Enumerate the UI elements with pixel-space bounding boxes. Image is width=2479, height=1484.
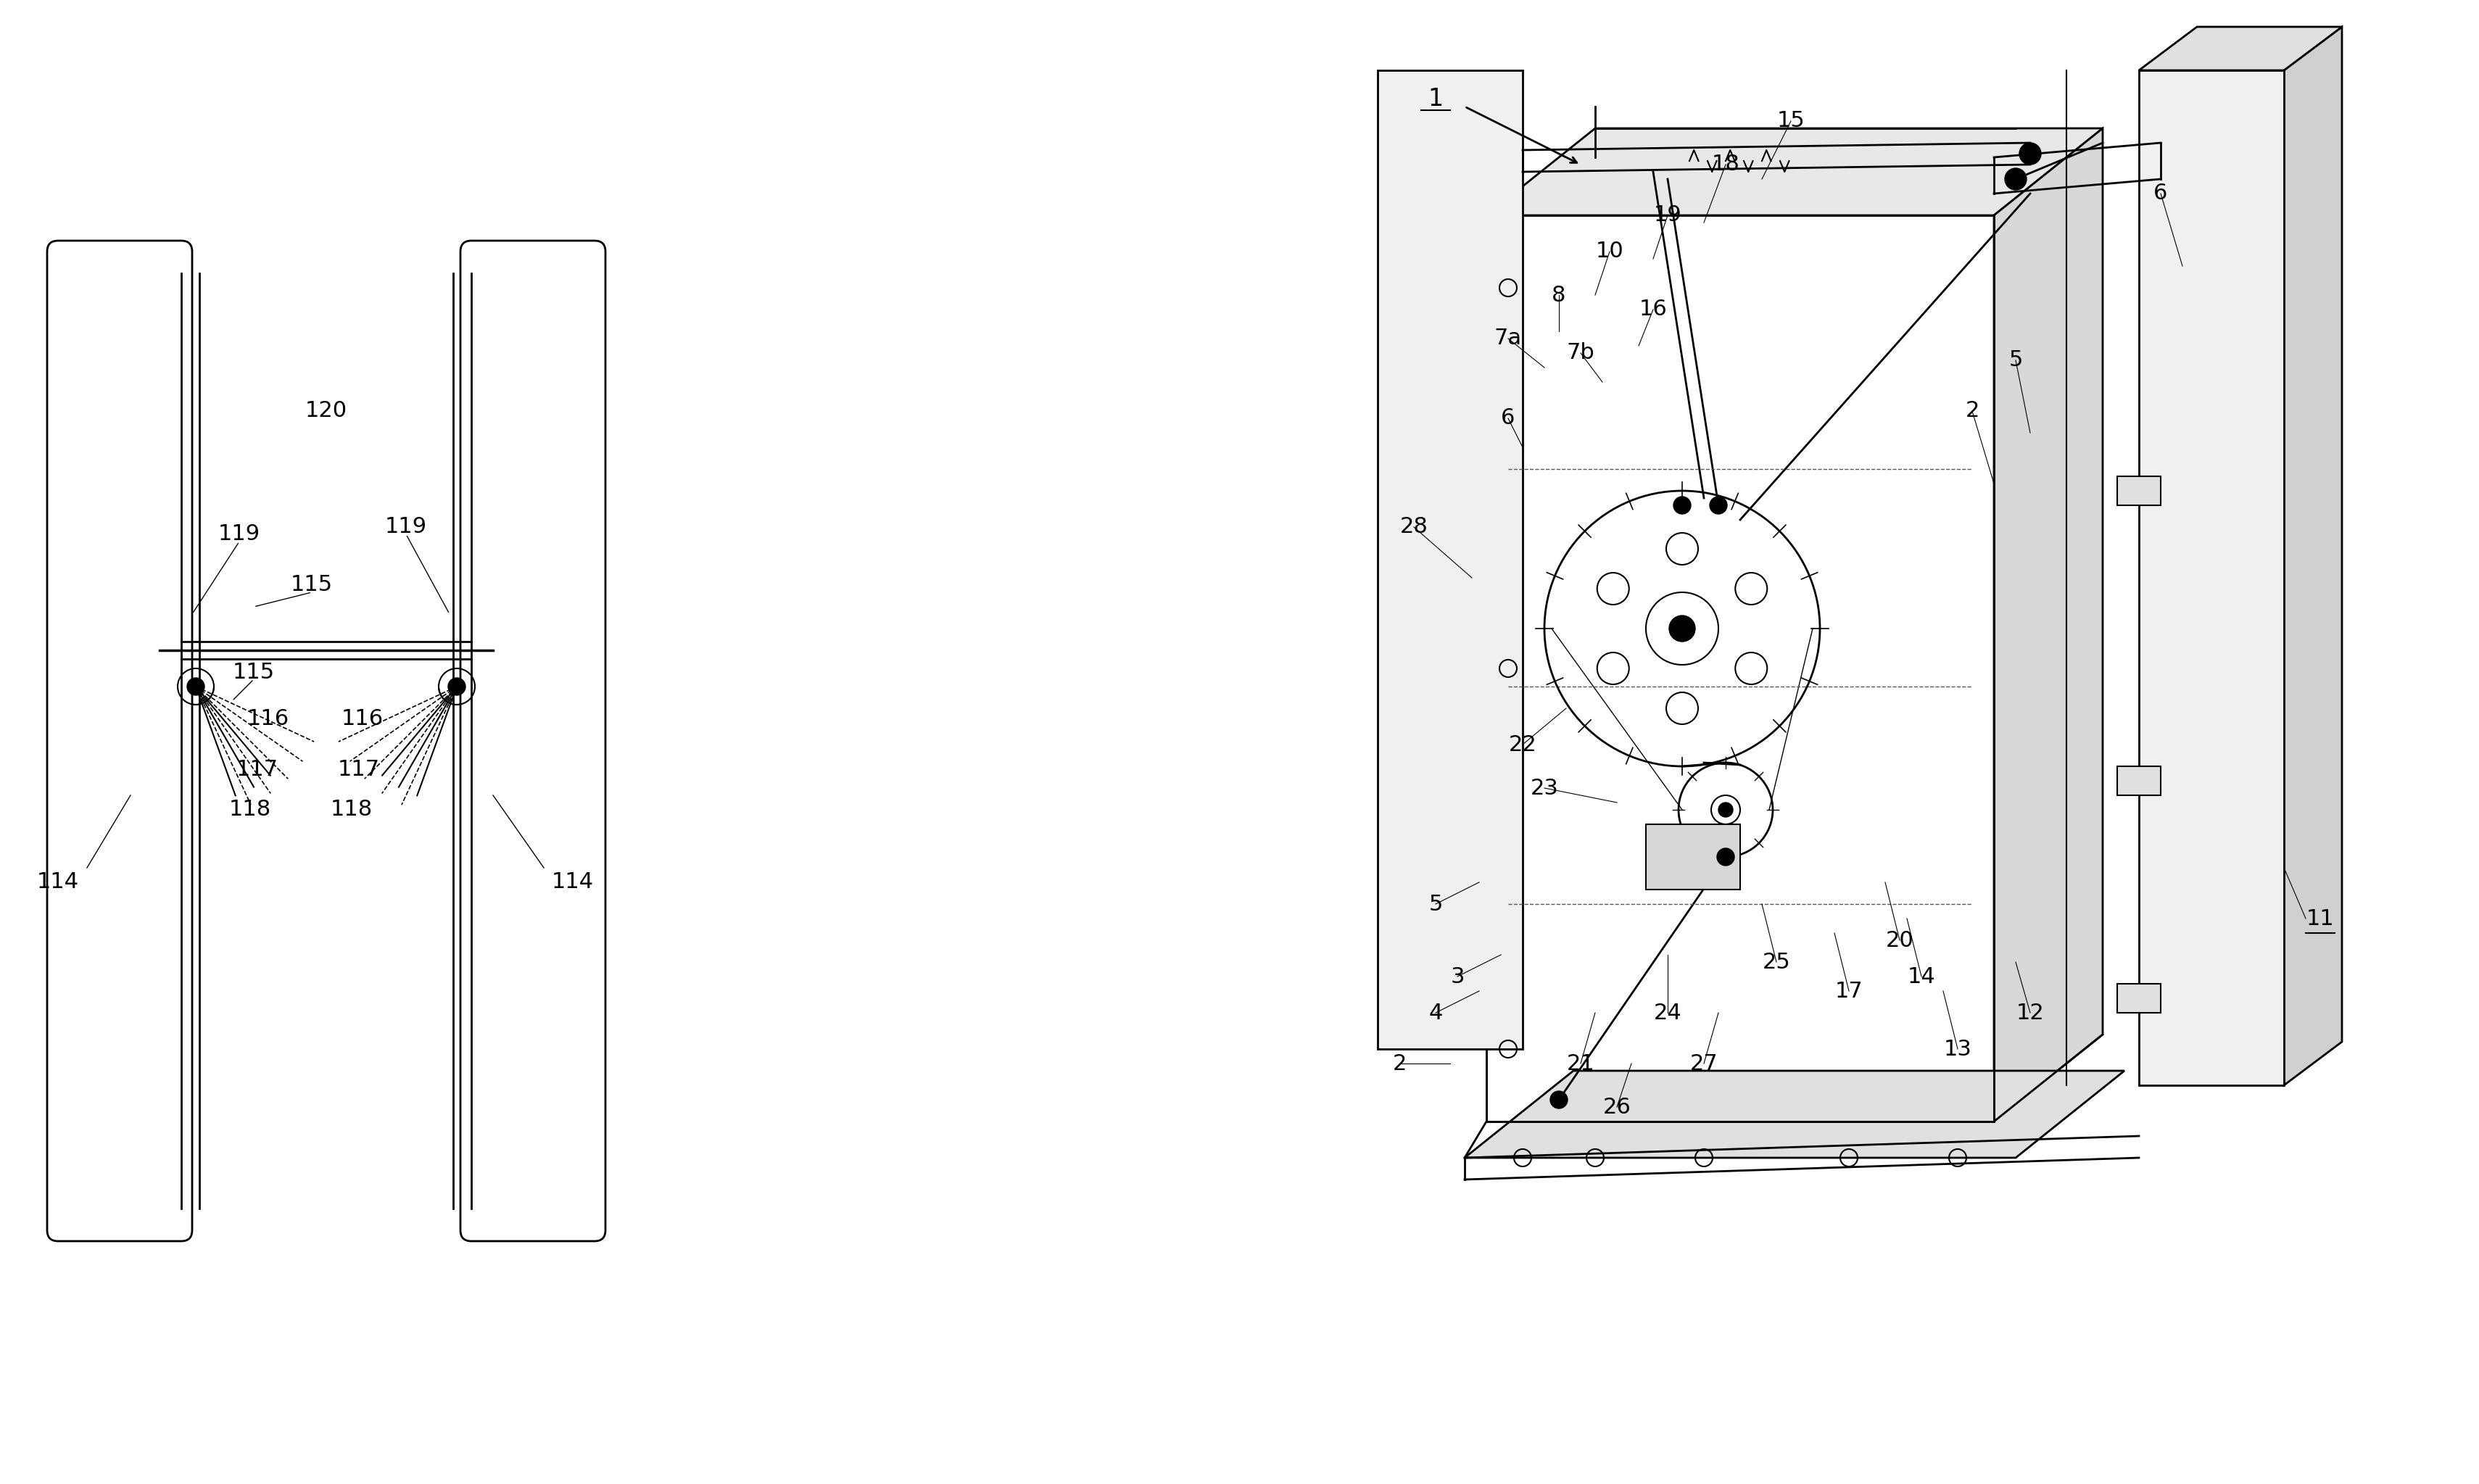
Text: 115: 115	[233, 662, 275, 683]
Text: 114: 114	[553, 871, 595, 893]
Bar	[2139, 70, 2283, 1085]
Bar	[2117, 766, 2162, 795]
Text: 18: 18	[1711, 154, 1740, 175]
Text: 120: 120	[305, 401, 347, 421]
Circle shape	[1668, 616, 1696, 641]
Text: 1: 1	[1428, 88, 1443, 111]
Text: 21: 21	[1567, 1054, 1594, 1074]
Text: 117: 117	[337, 760, 379, 781]
Circle shape	[1711, 497, 1728, 513]
Text: 8: 8	[1552, 285, 1567, 306]
Text: 2: 2	[1393, 1054, 1406, 1074]
Bar	[1487, 215, 1993, 1122]
Circle shape	[1549, 1091, 1567, 1109]
Text: 4: 4	[1428, 1002, 1443, 1024]
Bar	[2117, 984, 2162, 1012]
Text: 118: 118	[228, 800, 270, 821]
Polygon shape	[1465, 1071, 2125, 1158]
Bar	[1646, 824, 1740, 889]
Polygon shape	[1487, 128, 2102, 215]
Text: 3: 3	[1450, 966, 1465, 987]
Text: 24: 24	[1653, 1002, 1681, 1024]
Text: 5: 5	[2008, 350, 2023, 371]
FancyBboxPatch shape	[461, 240, 605, 1241]
Text: 26: 26	[1604, 1097, 1631, 1117]
Text: 7b: 7b	[1567, 343, 1594, 364]
Text: 19: 19	[1653, 205, 1681, 226]
Circle shape	[186, 678, 203, 695]
Circle shape	[1673, 497, 1691, 513]
Text: 22: 22	[1510, 735, 1537, 755]
Text: 28: 28	[1401, 516, 1428, 537]
Text: 116: 116	[342, 709, 384, 730]
Text: 13: 13	[1944, 1039, 1971, 1060]
Text: 23: 23	[1530, 778, 1559, 798]
Text: 119: 119	[384, 516, 426, 537]
Circle shape	[1718, 849, 1735, 865]
Text: 119: 119	[218, 524, 260, 545]
Text: 114: 114	[37, 871, 79, 893]
Text: 7a: 7a	[1495, 328, 1522, 349]
Text: 6: 6	[1502, 408, 1515, 429]
Text: 20: 20	[1887, 930, 1914, 951]
Circle shape	[2020, 142, 2040, 165]
Polygon shape	[2283, 27, 2343, 1085]
Text: 12: 12	[2015, 1002, 2045, 1024]
Circle shape	[2006, 168, 2025, 190]
Text: 15: 15	[1777, 110, 1805, 132]
Bar	[1378, 70, 1522, 1049]
Bar	[2117, 476, 2162, 505]
Text: 117: 117	[236, 760, 278, 781]
Text: 118: 118	[330, 800, 372, 821]
Text: 16: 16	[1639, 300, 1668, 321]
Text: 115: 115	[290, 574, 332, 595]
Text: 116: 116	[248, 709, 290, 730]
Text: 14: 14	[1906, 966, 1936, 987]
Text: 10: 10	[1596, 240, 1624, 263]
Circle shape	[1718, 803, 1733, 818]
Text: 27: 27	[1691, 1054, 1718, 1074]
Polygon shape	[1993, 128, 2102, 1122]
FancyBboxPatch shape	[47, 240, 193, 1241]
Polygon shape	[2139, 27, 2343, 70]
Text: 25: 25	[1763, 951, 1790, 972]
Text: 2: 2	[1966, 401, 1978, 421]
Text: 6: 6	[2154, 183, 2167, 205]
Text: 17: 17	[1834, 981, 1862, 1002]
Text: 5: 5	[1428, 893, 1443, 914]
Text: 11: 11	[2305, 908, 2335, 929]
Circle shape	[449, 678, 466, 695]
